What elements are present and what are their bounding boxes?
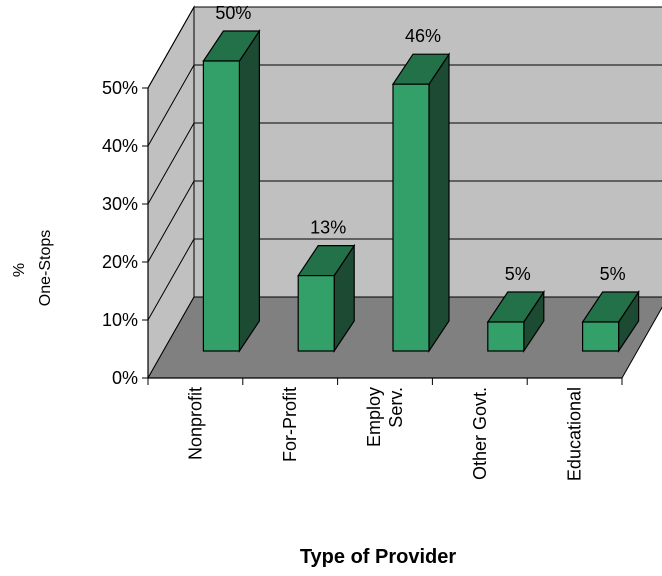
axes (142, 87, 623, 385)
category-label-line: Nonprofit (185, 387, 205, 460)
category-label-line: Educational (565, 387, 585, 481)
bar-side (238, 29, 260, 353)
data-label: 46% (405, 26, 441, 46)
bar-front (202, 60, 240, 352)
y-tick-label: 40% (102, 136, 138, 156)
y-tick-labels: 0% 10% 20% 30% 40% 50% (102, 78, 138, 388)
bars (202, 29, 640, 353)
bar (581, 290, 640, 353)
bar-front (581, 321, 620, 352)
data-label: 5% (505, 264, 531, 284)
y-tick-label: 0% (112, 368, 138, 388)
category-label-line: Employ (364, 387, 384, 447)
category-label-line: For-Profit (280, 387, 300, 462)
x-tick-labels: Nonprofit For-Profit Employ Serv. Other Govt… (185, 387, 584, 481)
category-label: Employ Serv. (364, 387, 406, 447)
y-tick-label: 50% (102, 78, 138, 98)
category-label: Other Govt. (470, 387, 490, 480)
y-tick-label: 30% (102, 194, 138, 214)
y-tick-label: 10% (102, 310, 138, 330)
bar-front (392, 83, 430, 352)
gridline (147, 64, 662, 147)
bar-front (297, 275, 335, 352)
bar-side (428, 52, 450, 353)
bar (486, 290, 545, 353)
gridline (147, 238, 662, 321)
category-label: Educational (565, 387, 585, 481)
category-label: Nonprofit (185, 387, 205, 460)
gridlines (147, 6, 662, 321)
data-label: 50% (215, 3, 251, 23)
category-label-line: Other Govt. (470, 387, 490, 480)
category-label: For-Profit (280, 387, 300, 462)
data-labels: 50% 13% 46% 5% 5% (215, 3, 625, 284)
category-label-line: Serv. (386, 387, 406, 428)
gridline (147, 180, 662, 263)
y-axis-title-line2: One-Stops (37, 230, 54, 306)
gridline (147, 122, 662, 205)
bar (297, 243, 356, 353)
bar (202, 29, 261, 353)
data-label: 5% (600, 264, 626, 284)
x-axis-title: Type of Provider (300, 546, 457, 568)
gridline (147, 6, 662, 89)
bar (391, 52, 451, 353)
y-tick-label: 20% (102, 252, 138, 272)
y-axis-title-line1: % (11, 263, 28, 277)
bar-front (487, 321, 525, 352)
data-label: 13% (310, 218, 346, 238)
